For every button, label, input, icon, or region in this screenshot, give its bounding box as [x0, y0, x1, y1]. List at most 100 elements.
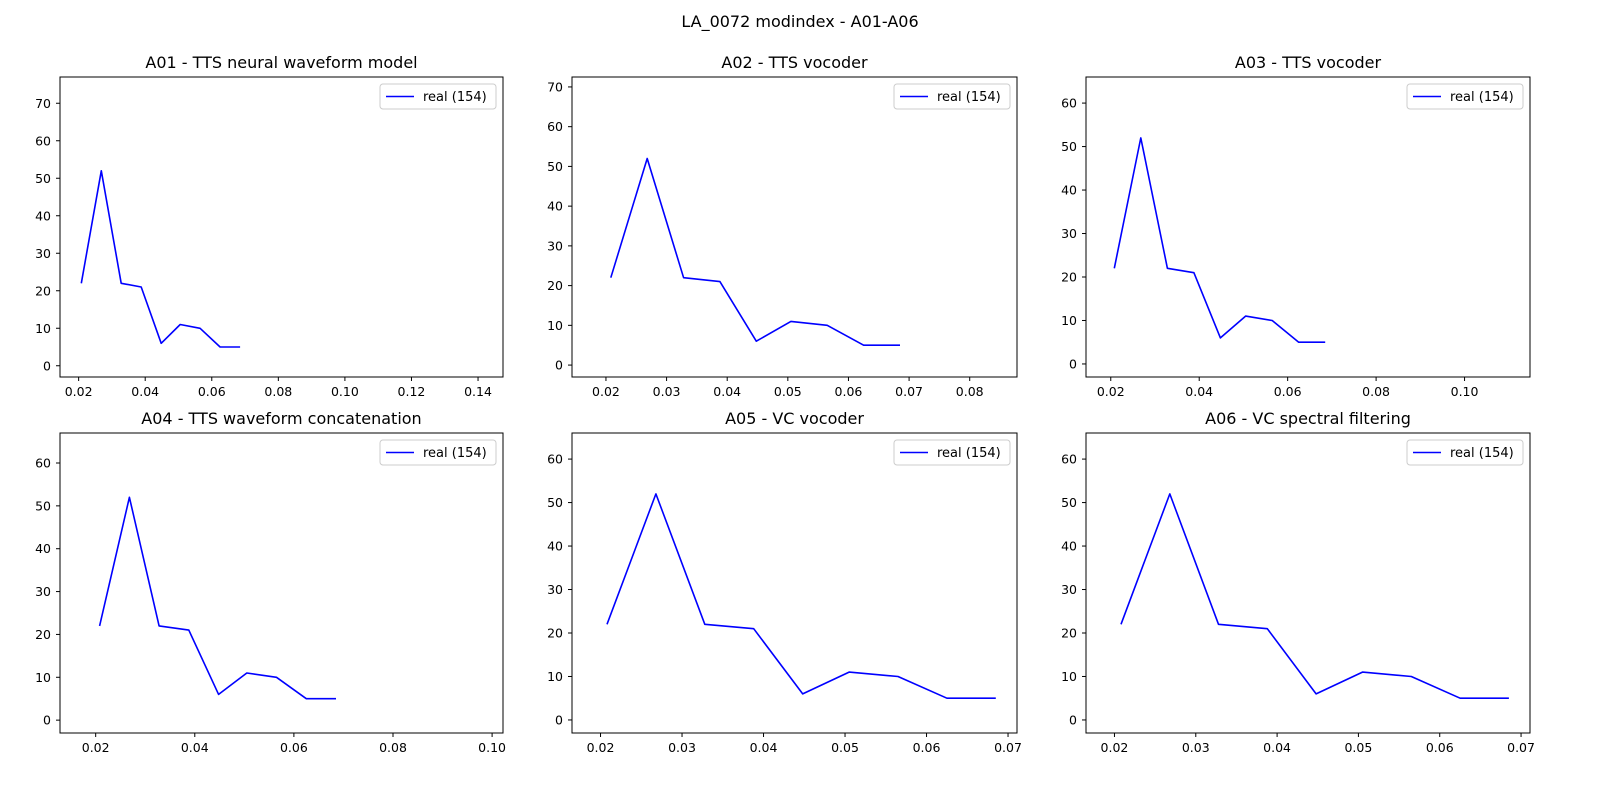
x-tick-label: 0.08: [956, 384, 984, 399]
x-tick-label: 0.02: [65, 384, 93, 399]
subplot-a02: A02 - TTS vocoder 0.02 0.03 0.04 0.05 0.06 0.0…: [547, 53, 1018, 399]
x-tick-label: 0.02: [1101, 740, 1129, 755]
legend-box: [1406, 83, 1524, 110]
y-tick-label: 60: [1061, 452, 1077, 467]
y-tick-label: 0: [43, 713, 51, 728]
x-tick-label: 0.06: [913, 740, 941, 755]
y-tick-label: 50: [1061, 495, 1077, 510]
x-tick-label: 0.08: [379, 740, 407, 755]
y-tick-label: 50: [1061, 139, 1077, 154]
subplot-title: A01 - TTS neural waveform model: [145, 53, 417, 72]
y-tick-label: 60: [35, 133, 51, 148]
y-tick-label: 20: [35, 627, 51, 642]
y-tick-label: 70: [35, 96, 51, 111]
legend-box: [893, 439, 1011, 466]
subplot-a05: A05 - VC vocoder 0.02 0.03 0.04 0.05 0.06 0.07…: [547, 409, 1022, 755]
y-tick-label: 60: [1061, 96, 1077, 111]
y-tick-label: 60: [35, 456, 51, 471]
figure-title: LA_0072 modindex - A01-A06: [681, 12, 919, 31]
subplot-title: A06 - VC spectral filtering: [1205, 409, 1411, 428]
series-line: [80, 170, 241, 348]
y-tick-label: 50: [547, 159, 563, 174]
x-tick-label: 0.07: [1507, 740, 1535, 755]
x-tick-label: 0.04: [1263, 740, 1291, 755]
subplot-title: A05 - VC vocoder: [725, 409, 864, 428]
y-tick-label: 20: [1061, 626, 1077, 641]
x-tick-label: 0.07: [895, 384, 923, 399]
y-tick-label: 30: [35, 584, 51, 599]
y-tick-label: 50: [35, 171, 51, 186]
series-line: [1120, 493, 1509, 700]
x-tick-label: 0.03: [1182, 740, 1210, 755]
x-tick-label: 0.06: [1274, 384, 1302, 399]
x-tick-label: 0.14: [464, 384, 492, 399]
x-tick-label: 0.03: [653, 384, 681, 399]
y-tick-label: 40: [1061, 539, 1077, 554]
axes-frame: [1085, 76, 1531, 378]
legend: real (154): [893, 439, 1011, 466]
y-tick-label: 10: [35, 321, 51, 336]
axes-frame: [571, 432, 1018, 734]
y-tick-label: 40: [547, 199, 563, 214]
x-tick-label: 0.10: [331, 384, 359, 399]
subplot-title: A04 - TTS waveform concatenation: [141, 409, 421, 428]
subplot-a06: A06 - VC spectral filtering 0.02 0.03 0.04 0…: [1061, 409, 1535, 755]
y-tick-label: 40: [547, 539, 563, 554]
legend-label: real (154): [937, 90, 1001, 105]
subplot-a01: A01 - TTS neural waveform model 0.02 0.04 0…: [35, 53, 504, 399]
x-tick-label: 0.02: [587, 740, 615, 755]
y-tick-label: 30: [1061, 226, 1077, 241]
legend-label: real (154): [937, 446, 1001, 461]
y-tick-label: 20: [1061, 270, 1077, 285]
x-tick-label: 0.10: [1451, 384, 1479, 399]
y-tick-label: 50: [547, 495, 563, 510]
y-tick-label: 20: [547, 626, 563, 641]
subplot-a03: A03 - TTS vocoder 0.02 0.04 0.06 0.08 0.10 0 10…: [1061, 53, 1531, 399]
y-tick-label: 70: [547, 79, 563, 94]
series-line: [98, 496, 336, 700]
y-tick-label: 40: [35, 541, 51, 556]
y-tick-label: 30: [1061, 582, 1077, 597]
y-tick-label: 40: [35, 208, 51, 223]
legend-box: [1406, 439, 1524, 466]
y-tick-label: 30: [35, 246, 51, 261]
legend: real (154): [379, 439, 497, 466]
x-tick-label: 0.06: [835, 384, 863, 399]
y-tick-label: 20: [35, 283, 51, 298]
y-tick-label: 10: [547, 669, 563, 684]
y-tick-label: 0: [1069, 356, 1077, 371]
y-tick-label: 0: [555, 358, 563, 373]
y-tick-label: 10: [1061, 669, 1077, 684]
axes-frame: [59, 432, 504, 734]
y-tick-label: 0: [1069, 712, 1077, 727]
axes-frame: [571, 76, 1018, 378]
x-tick-label: 0.03: [668, 740, 696, 755]
axes-frame: [1085, 432, 1531, 734]
x-tick-label: 0.05: [1344, 740, 1372, 755]
x-tick-label: 0.06: [198, 384, 226, 399]
series-line: [610, 157, 900, 347]
x-tick-label: 0.02: [82, 740, 110, 755]
x-tick-label: 0.04: [713, 384, 741, 399]
legend-label: real (154): [1450, 446, 1514, 461]
axes-frame: [59, 76, 504, 378]
x-tick-label: 0.08: [264, 384, 292, 399]
x-tick-label: 0.04: [181, 740, 209, 755]
x-tick-label: 0.08: [1362, 384, 1390, 399]
x-tick-label: 0.12: [398, 384, 426, 399]
y-tick-label: 10: [1061, 313, 1077, 328]
subplot-title: A03 - TTS vocoder: [1235, 53, 1382, 72]
legend-box: [379, 439, 497, 466]
y-tick-label: 20: [547, 278, 563, 293]
y-tick-label: 30: [547, 582, 563, 597]
x-tick-label: 0.07: [994, 740, 1022, 755]
y-tick-label: 50: [35, 498, 51, 513]
x-tick-label: 0.10: [478, 740, 506, 755]
legend-label: real (154): [1450, 90, 1514, 105]
series-line: [1113, 137, 1326, 344]
legend: real (154): [379, 83, 497, 110]
legend: real (154): [893, 83, 1011, 110]
legend: real (154): [1406, 83, 1524, 110]
subplot-a04: A04 - TTS waveform concatenation 0.02 0.04…: [35, 409, 506, 755]
legend-box: [379, 83, 497, 110]
